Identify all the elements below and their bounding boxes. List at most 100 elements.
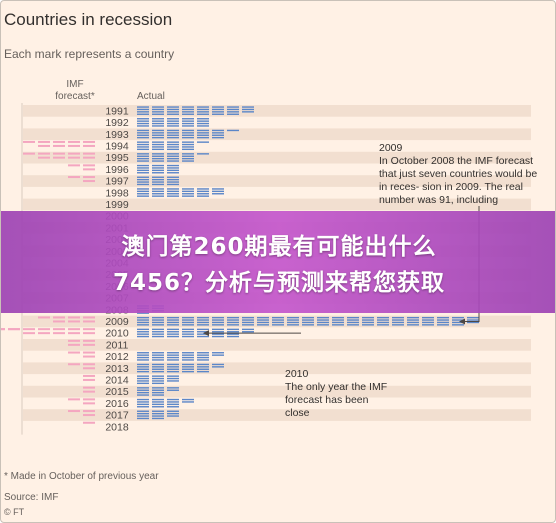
actual-mark xyxy=(167,406,179,408)
actual-mark xyxy=(167,333,179,335)
actual-mark xyxy=(167,410,179,412)
actual-mark xyxy=(137,417,149,420)
actual-mark xyxy=(137,122,149,125)
actual-mark xyxy=(197,122,209,125)
actual-mark xyxy=(167,113,179,115)
actual-mark xyxy=(182,363,194,366)
actual-mark xyxy=(137,146,149,148)
actual-mark xyxy=(182,193,194,195)
actual-mark xyxy=(167,352,179,354)
actual-mark xyxy=(167,125,179,127)
imf-forecast-mark xyxy=(38,152,50,155)
actual-mark xyxy=(212,190,224,193)
actual-mark xyxy=(167,169,179,172)
actual-mark xyxy=(152,401,164,403)
actual-mark xyxy=(377,324,389,326)
actual-mark xyxy=(137,155,149,157)
actual-mark xyxy=(167,129,179,132)
actual-mark xyxy=(257,324,269,326)
actual-mark xyxy=(167,370,179,373)
imf-forecast-mark xyxy=(83,355,95,358)
actual-mark xyxy=(182,148,194,151)
imf-forecast-mark xyxy=(83,328,95,331)
actual-mark xyxy=(212,111,224,113)
actual-mark xyxy=(452,324,464,326)
actual-mark xyxy=(197,120,209,122)
imf-forecast-mark xyxy=(68,363,80,366)
imf-forecast-mark xyxy=(83,414,95,417)
actual-mark xyxy=(152,148,164,151)
actual-mark xyxy=(152,331,164,333)
actual-mark xyxy=(197,188,209,190)
actual-mark xyxy=(197,129,209,132)
actual-mark xyxy=(152,359,164,361)
actual-mark xyxy=(137,120,149,122)
row-band xyxy=(23,175,531,187)
actual-mark xyxy=(212,328,224,331)
year-tick-label: 1997 xyxy=(105,176,129,188)
imf-forecast-mark xyxy=(68,328,80,331)
imf-forecast-mark xyxy=(53,156,65,159)
actual-mark xyxy=(392,316,404,319)
actual-mark xyxy=(137,148,149,151)
row-band xyxy=(23,362,531,375)
actual-mark xyxy=(152,155,164,157)
imf-forecast-mark xyxy=(53,316,65,319)
row-band xyxy=(23,409,531,421)
actual-mark xyxy=(467,316,479,319)
actual-mark xyxy=(212,188,224,190)
actual-mark xyxy=(137,401,149,403)
actual-mark xyxy=(227,328,239,331)
actual-mark xyxy=(167,319,179,321)
annotation-2010-text: The only year the IMF forecast has been … xyxy=(285,381,388,419)
actual-mark xyxy=(137,394,149,396)
actual-mark xyxy=(212,136,224,139)
year-tick-label: 1995 xyxy=(105,152,129,164)
actual-mark xyxy=(287,321,299,324)
annotation-2009-arrowhead xyxy=(459,318,465,325)
actual-mark xyxy=(137,328,149,331)
actual-mark xyxy=(227,335,239,338)
actual-mark xyxy=(137,132,149,134)
actual-mark xyxy=(167,106,179,108)
actual-mark xyxy=(212,134,224,136)
actual-mark xyxy=(152,132,164,134)
actual-mark xyxy=(212,335,224,338)
actual-mark xyxy=(152,176,164,178)
actual-mark xyxy=(197,370,209,373)
actual-mark xyxy=(152,328,164,331)
imf-forecast-mark xyxy=(53,328,65,331)
row-band xyxy=(23,315,531,328)
annotation-2010: 2010 The only year the IMF forecast has … xyxy=(285,368,390,420)
actual-mark xyxy=(137,354,149,356)
year-tick-label: 2010 xyxy=(105,328,129,340)
imf-forecast-mark xyxy=(23,328,35,331)
annotation-2009-year: 2009 xyxy=(379,142,403,154)
actual-mark xyxy=(182,134,194,136)
actual-mark xyxy=(212,354,224,356)
actual-mark xyxy=(152,183,164,186)
actual-mark xyxy=(137,106,149,108)
actual-mark xyxy=(167,195,179,197)
actual-mark xyxy=(137,157,149,160)
actual-mark xyxy=(167,120,179,122)
actual-mark xyxy=(347,321,359,324)
actual-mark xyxy=(137,164,149,167)
imf-forecast-mark xyxy=(23,140,35,143)
actual-mark xyxy=(152,321,164,324)
imf-forecast-mark xyxy=(68,343,80,346)
imf-forecast-mark xyxy=(53,152,65,155)
actual-mark xyxy=(137,312,149,314)
year-tick-label: 2011 xyxy=(106,339,129,351)
actual-mark xyxy=(182,370,194,373)
actual-mark xyxy=(137,333,149,335)
actual-mark xyxy=(152,316,164,319)
actual-mark xyxy=(317,316,329,319)
actual-mark xyxy=(302,316,314,319)
actual-mark xyxy=(197,190,209,193)
actual-mark xyxy=(212,321,224,324)
actual-mark xyxy=(152,335,164,338)
actual-mark xyxy=(137,359,149,361)
actual-mark xyxy=(137,111,149,113)
actual-mark xyxy=(242,316,254,319)
